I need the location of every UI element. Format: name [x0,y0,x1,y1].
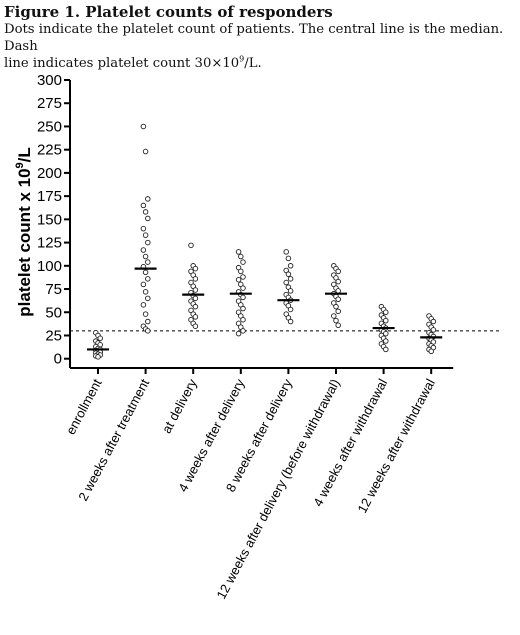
y-tick-label: 100 [37,258,62,275]
data-point [335,278,341,285]
y-tick-label: 50 [45,304,62,321]
data-point [333,303,339,310]
data-point [240,274,246,280]
data-point [383,346,389,353]
data-point [142,209,149,215]
data-point [140,281,147,288]
data-point [95,354,101,360]
data-point [145,328,151,334]
data-point [240,294,246,301]
data-point [335,268,341,275]
x-category-label: at delivery [159,376,200,436]
data-point [140,302,147,308]
data-point [97,335,103,342]
data-point [335,308,341,315]
figure-description-line-1: Dots indicate the platelet count of pati… [4,22,504,54]
y-tick-label: 275 [37,95,62,112]
data-point [140,225,147,232]
data-point [240,328,246,334]
chart-marks [70,123,500,360]
data-point [283,249,289,255]
y-tick-label: 75 [45,281,62,298]
data-point [335,288,341,294]
data-point [145,259,151,265]
data-point [285,271,292,277]
data-point [383,330,389,337]
desc-line-2-superscript: 9 [239,54,245,64]
y-tick-label: 200 [37,165,62,182]
data-point [430,318,437,325]
data-point [192,276,199,282]
data-point [142,232,149,238]
data-point [145,196,151,202]
data-point [335,322,341,329]
y-axis-label: platelet count x 109/L [14,147,34,317]
data-point [283,279,289,286]
data-point [192,265,199,272]
data-point [383,317,389,324]
figure-caption: Figure 1. Platelet counts of responders … [4,3,516,72]
y-tick-label: 0 [54,351,62,368]
data-point [240,285,246,291]
data-point [428,348,434,355]
y-tick-label: 25 [45,327,62,344]
y-tick-label: 125 [37,235,62,252]
figure-description-line-2: line indicates platelet count 30×109/L. [4,55,516,72]
data-point [145,215,151,222]
data-point [142,148,149,155]
data-point [240,305,246,312]
data-point [287,318,294,325]
data-point [238,268,244,275]
data-point [145,295,151,302]
data-point [140,247,147,253]
data-point [287,288,294,294]
data-point [192,303,199,310]
data-point [142,253,149,260]
data-point [287,306,294,313]
data-point [430,327,437,333]
data-point [240,316,246,323]
data-point [188,242,194,249]
desc-line-2-end: /L. [244,56,262,71]
desc-line-2-text: line indicates platelet count 30×10 [4,56,240,71]
data-point [145,239,151,246]
x-category-label: enrollment [63,376,105,437]
data-point [142,269,149,276]
data-point [192,323,199,329]
y-tick-label: 250 [37,118,62,135]
data-point [142,311,149,317]
y-tick-label: 300 [37,72,62,89]
data-point [287,263,294,269]
data-point [192,287,199,293]
data-point [235,330,242,337]
data-point [140,202,147,209]
data-point [192,295,199,302]
data-point [240,259,246,265]
data-point [333,317,339,324]
data-point [145,276,151,282]
data-point [335,296,341,303]
figure-title: Figure 1. Platelet counts of responders [4,3,333,21]
data-point [331,313,337,319]
data-point [287,276,294,282]
data-point [145,318,151,325]
y-tick-label: 225 [37,142,62,159]
data-point [192,314,199,320]
data-point [383,338,389,344]
y-tick-label: 175 [37,188,62,205]
data-point [285,255,292,262]
data-point [235,276,242,283]
data-point [238,253,244,260]
y-tick-label: 150 [37,211,62,228]
data-point [235,249,242,255]
data-point [142,289,149,295]
data-point [383,309,389,316]
data-point [140,123,147,130]
chart-axes [64,79,454,374]
